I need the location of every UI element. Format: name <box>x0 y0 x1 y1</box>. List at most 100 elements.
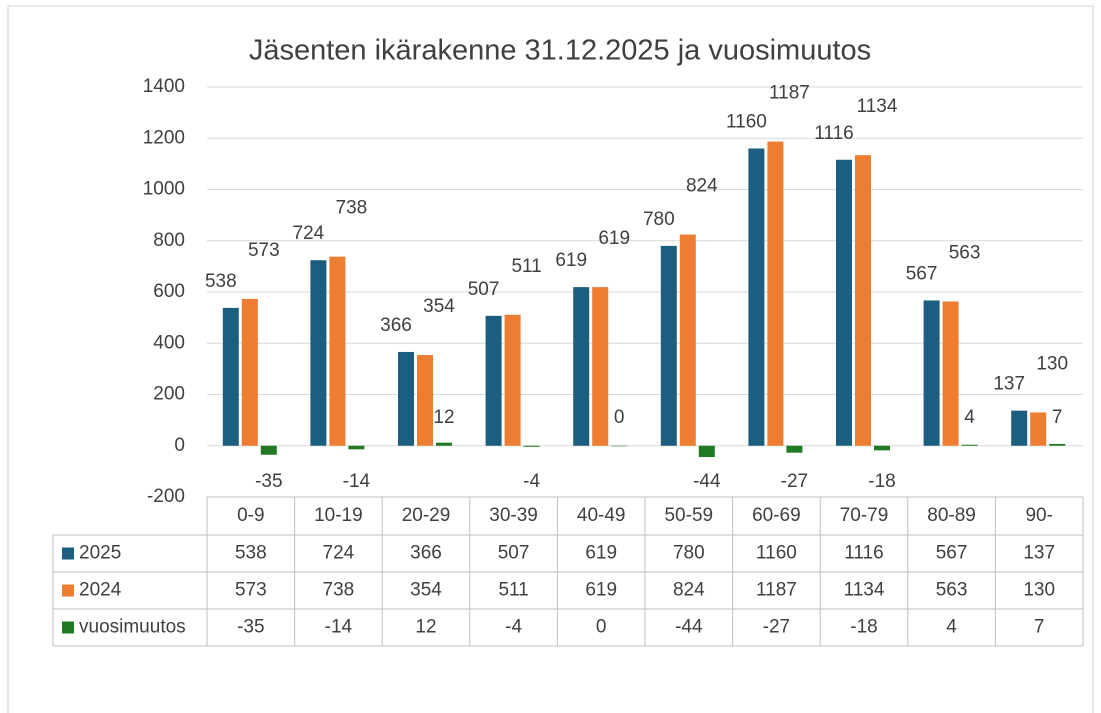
bar <box>417 355 433 446</box>
x-tick-label: 0-9 <box>237 505 264 526</box>
table-cell: -27 <box>763 617 790 638</box>
bar <box>1011 410 1028 446</box>
table-cell: -35 <box>237 617 264 638</box>
y-tick-label: 400 <box>153 332 185 353</box>
table-cell: 7 <box>1034 617 1045 638</box>
data-label: 12 <box>433 407 454 428</box>
bar <box>942 301 959 446</box>
table-cell: 563 <box>936 580 968 601</box>
table-cell: 0 <box>596 617 607 638</box>
bar <box>660 245 677 446</box>
bar <box>748 148 765 446</box>
data-label: 619 <box>555 250 587 271</box>
x-tick-label: 10-19 <box>314 505 363 526</box>
data-label: 1187 <box>769 83 810 104</box>
table-cell: 724 <box>323 543 355 564</box>
legend-label: 2025 <box>79 543 121 564</box>
data-label: 538 <box>205 271 237 292</box>
y-tick-label: 1000 <box>143 179 185 200</box>
y-tick-label: 1200 <box>143 127 185 148</box>
bar <box>767 141 784 446</box>
table-cell: 573 <box>235 580 267 601</box>
bar <box>329 256 346 446</box>
bar <box>836 159 852 446</box>
bar <box>398 351 414 446</box>
y-tick-label: -200 <box>147 486 185 507</box>
data-label: 4 <box>964 407 975 428</box>
data-label: 619 <box>598 228 630 249</box>
data-label: 1160 <box>726 112 767 133</box>
x-tick-label: 80-89 <box>927 505 976 526</box>
data-label: 780 <box>643 209 675 230</box>
data-label: -4 <box>523 471 540 492</box>
data-label: 567 <box>906 263 938 284</box>
data-label: -44 <box>693 471 721 492</box>
data-label: -27 <box>781 471 808 492</box>
table-cell: 4 <box>946 617 957 638</box>
table-cell: 1160 <box>756 543 797 564</box>
data-label: 738 <box>336 198 368 219</box>
bar <box>573 287 590 446</box>
table-cell: 619 <box>585 543 617 564</box>
data-label: 7 <box>1052 407 1063 428</box>
data-label: 354 <box>423 296 455 317</box>
chart-title: Jäsenten ikärakenne 31.12.2025 ja vuosim… <box>249 35 871 67</box>
x-tick-label: 20-29 <box>402 505 451 526</box>
bar <box>485 315 502 446</box>
table-cell: 1116 <box>844 543 883 564</box>
data-label: 366 <box>380 315 412 336</box>
y-tick-label: 800 <box>153 230 185 251</box>
bar <box>679 234 696 446</box>
legend-label: vuosimuutos <box>79 617 186 638</box>
bar <box>348 445 365 450</box>
bar <box>260 445 277 455</box>
data-label: 507 <box>468 279 500 300</box>
table-cell: 511 <box>498 580 528 601</box>
legend-key <box>62 584 74 597</box>
table-cell: 354 <box>410 580 442 601</box>
table-cell: 780 <box>673 543 705 564</box>
data-label: 573 <box>248 240 280 261</box>
table-cell: -44 <box>675 617 703 638</box>
data-label: 563 <box>949 242 981 263</box>
table-cell: 130 <box>1023 580 1055 601</box>
x-tick-label: 60-69 <box>752 505 801 526</box>
table-cell: 137 <box>1023 543 1055 564</box>
bar <box>310 260 327 446</box>
bar <box>523 445 540 447</box>
data-label: 0 <box>614 407 625 428</box>
data-label: -35 <box>255 471 282 492</box>
x-tick-label: 30-39 <box>489 505 538 526</box>
table-cell: 824 <box>673 580 705 601</box>
y-tick-label: 0 <box>174 435 185 456</box>
y-tick-label: 600 <box>153 281 185 302</box>
table-cell: -18 <box>850 617 877 638</box>
bar <box>241 298 258 446</box>
data-label: 1134 <box>857 96 898 117</box>
data-label: 724 <box>293 223 325 244</box>
table-cell: -4 <box>505 617 522 638</box>
data-label: -14 <box>343 471 371 492</box>
table-cell: 619 <box>585 580 617 601</box>
table-cell: 567 <box>936 543 968 564</box>
chart-border <box>7 5 1094 713</box>
x-tick-label: 40-49 <box>577 505 626 526</box>
table-cell: 507 <box>498 543 530 564</box>
data-label: 1116 <box>814 123 853 144</box>
bar <box>592 287 609 446</box>
bar <box>874 445 890 451</box>
legend-label: 2024 <box>79 580 122 601</box>
x-tick-label: 70-79 <box>840 505 889 526</box>
data-label: -18 <box>868 471 895 492</box>
bar <box>436 442 452 446</box>
legend-key <box>62 547 74 560</box>
bar <box>1049 443 1066 446</box>
bar <box>923 300 940 446</box>
data-label: 137 <box>993 374 1025 395</box>
bar <box>855 155 871 446</box>
legend-key <box>62 621 74 634</box>
x-tick-label: 50-59 <box>664 505 713 526</box>
table-cell: 12 <box>415 617 436 638</box>
data-label: 130 <box>1036 353 1068 374</box>
